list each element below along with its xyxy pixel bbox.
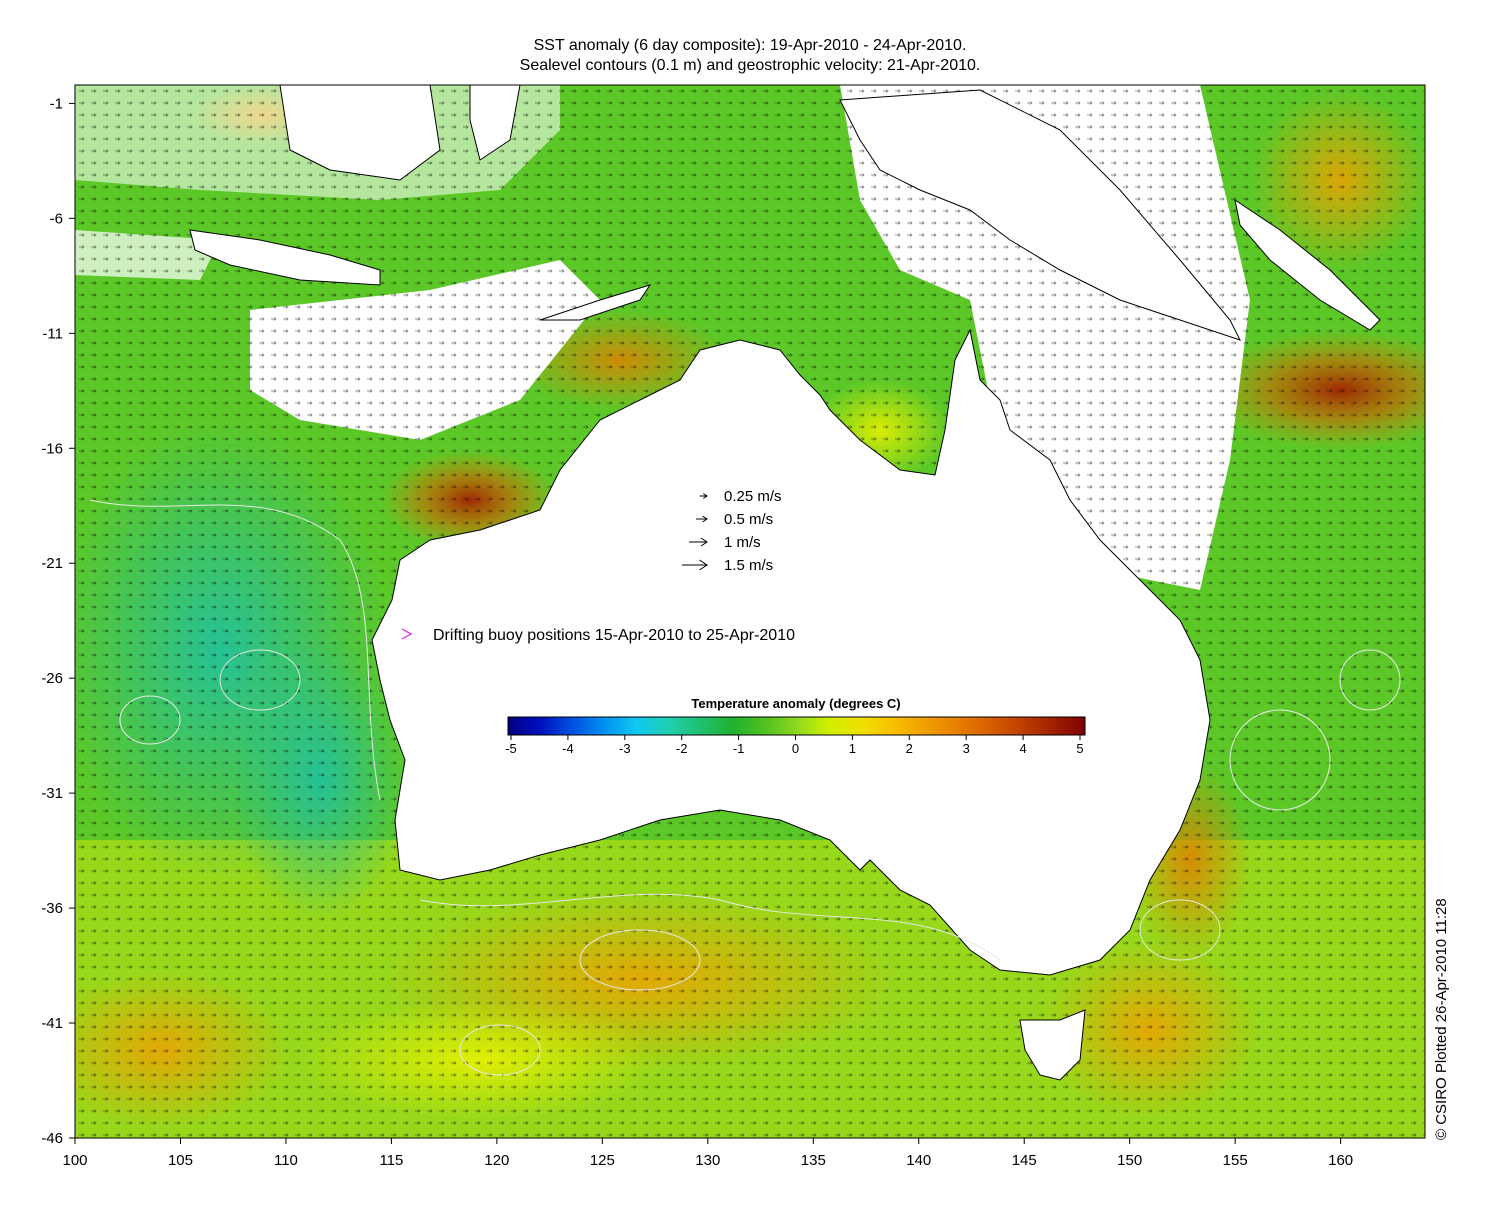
- landmasses: [189, 84, 1381, 1081]
- x-tick-label: 155: [1223, 1152, 1248, 1169]
- velocity-arrow-icon: [689, 537, 708, 547]
- colorbar: Temperature anomaly (degrees C) -5 -4 -3 -2…: [505, 696, 1086, 756]
- velocity-legend-label: 1.5 m/s: [724, 557, 773, 574]
- colorbar-tick-label: -4: [562, 741, 574, 756]
- x-tick-label: 125: [590, 1152, 615, 1169]
- velocity-arrow-icon: [699, 493, 708, 499]
- velocity-legend-label: 0.5 m/s: [724, 511, 773, 528]
- x-tick-label: 110: [274, 1152, 298, 1169]
- x-tick-label: 160: [1328, 1152, 1353, 1169]
- x-tick-label: 145: [1012, 1152, 1037, 1169]
- tasmania-landmass: [1019, 1009, 1086, 1081]
- x-tick-label: 100: [62, 1152, 87, 1169]
- plot-frame: [74, 84, 1426, 1139]
- new-guinea-landmass: [839, 89, 1241, 341]
- colorbar-tick-label: 1: [849, 741, 856, 756]
- x-tick-label: 105: [168, 1152, 193, 1169]
- colorbar-tick-label: 5: [1076, 741, 1083, 756]
- colorbar-tick-label: 2: [906, 741, 913, 756]
- velocity-legend-label: 1 m/s: [724, 534, 761, 551]
- x-axis-ticks: 100 105 110 115 120 125 130 135 140 145 150 155 160: [62, 1138, 1353, 1169]
- y-tick-label: -41: [41, 1015, 63, 1032]
- colorbar-tick-label: 0: [792, 741, 799, 756]
- velocity-arrow-icon: [682, 559, 708, 571]
- x-tick-label: 115: [379, 1152, 403, 1169]
- y-axis-ticks: -1 -6 -11 -16 -21 -26 -31 -36 -41 -46: [41, 95, 75, 1147]
- colorbar-tick-label: -2: [676, 741, 688, 756]
- y-tick-label: -36: [41, 900, 63, 917]
- map-title-line-1: SST anomaly (6 day composite): 19-Apr-20…: [533, 37, 967, 54]
- colorbar-tick-label: -3: [619, 741, 631, 756]
- buoy-legend-label: Drifting buoy positions 15-Apr-2010 to 2…: [433, 627, 795, 644]
- velocity-legend: 0.25 m/s 0.5 m/s 1 m/s 1.5 m/s: [682, 488, 782, 574]
- velocity-legend-label: 0.25 m/s: [724, 488, 782, 505]
- solomon-islands-landmass: [1234, 198, 1381, 331]
- y-tick-label: -16: [41, 440, 63, 457]
- timor-landmass: [539, 284, 652, 321]
- java-landmass: [189, 229, 381, 286]
- x-tick-label: 135: [801, 1152, 826, 1169]
- sealevel-contours: [89, 499, 1401, 1076]
- y-tick-label: -11: [42, 325, 63, 342]
- buoy-legend: Drifting buoy positions 15-Apr-2010 to 2…: [401, 627, 795, 644]
- x-tick-label: 150: [1117, 1152, 1142, 1169]
- colorbar-scale: [507, 716, 1086, 736]
- sst-field: [75, 85, 1425, 1138]
- map-title-line-2: Sealevel contours (0.1 m) and geostrophi…: [519, 57, 981, 74]
- y-tick-label: -46: [41, 1130, 63, 1147]
- y-tick-label: -31: [41, 785, 63, 802]
- colorbar-tick-label: 4: [1019, 741, 1026, 756]
- velocity-arrow-icon: [696, 515, 708, 523]
- colorbar-title: Temperature anomaly (degrees C): [691, 696, 900, 711]
- buoy-marker-icon: [401, 628, 413, 640]
- colorbar-tick-label: 3: [963, 741, 970, 756]
- y-tick-label: -21: [41, 555, 63, 572]
- x-tick-label: 120: [484, 1152, 509, 1169]
- y-tick-label: -26: [41, 670, 63, 687]
- australia-landmass: [371, 328, 1211, 976]
- colorbar-tick-label: -1: [733, 741, 745, 756]
- x-tick-label: 130: [695, 1152, 720, 1169]
- credit-text: © CSIRO Plotted 26-Apr-2010 11:28: [1433, 898, 1450, 1140]
- y-tick-label: -6: [50, 210, 63, 227]
- x-tick-label: 140: [906, 1152, 931, 1169]
- y-tick-label: -1: [50, 95, 63, 112]
- colorbar-tick-label: -5: [505, 741, 517, 756]
